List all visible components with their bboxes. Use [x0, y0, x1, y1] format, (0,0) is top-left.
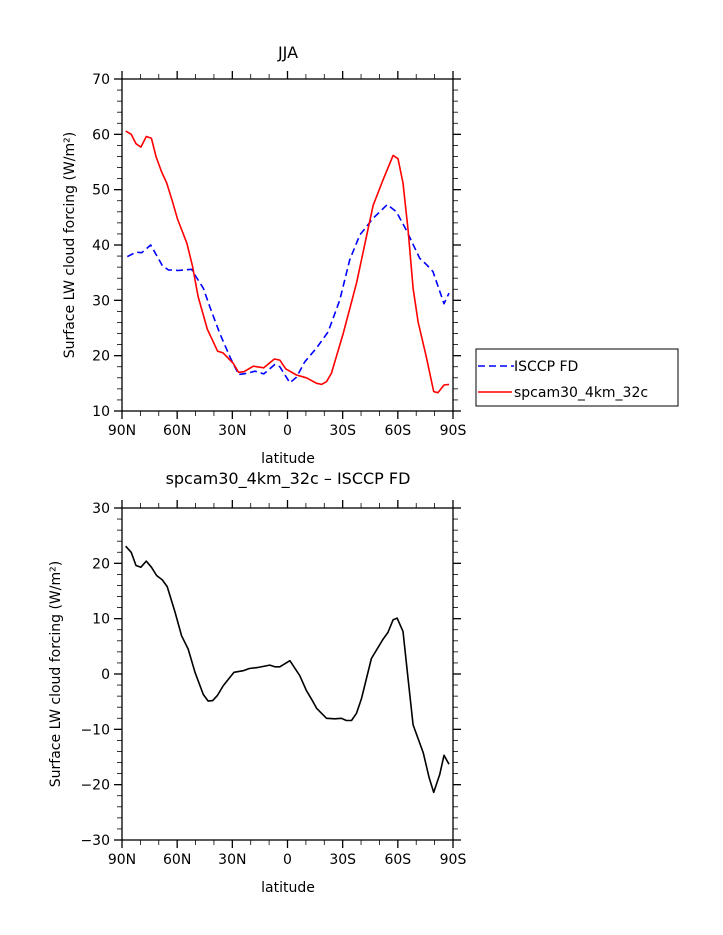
y-tick-label: 40: [92, 238, 110, 254]
y-tick-label: 20: [92, 349, 110, 365]
x-tick-label: 90S: [440, 423, 467, 439]
x-tick-label: 0: [283, 852, 292, 868]
y-tick-label: −20: [80, 778, 110, 794]
y-tick-label: −10: [80, 722, 110, 738]
chart-title: JJA: [277, 43, 298, 62]
chart-title: spcam30_4km_32c – ISCCP FD: [166, 469, 411, 489]
y-axis-title: Surface LW cloud forcing (W/m²): [62, 132, 78, 358]
x-tick-label: 30N: [218, 852, 246, 868]
bottom-panel-difference: spcam30_4km_32c – ISCCP FD latitude Surf…: [48, 469, 466, 896]
x-tick-label: 60S: [384, 423, 411, 439]
x-tick-label: 90N: [108, 852, 136, 868]
plot-frame: [121, 78, 454, 412]
x-axis-title: latitude: [261, 880, 315, 896]
y-tick-label: 50: [92, 183, 110, 199]
top-panel-jja: JJA latitude Surface LW cloud forcing (W…: [62, 43, 466, 467]
y-tick-label: 10: [92, 404, 110, 420]
y-tick-label: 30: [92, 501, 110, 517]
series-line-difference: [125, 545, 450, 794]
series-line-isccp-fd: [126, 203, 450, 384]
x-tick-label: 30N: [218, 423, 246, 439]
x-tick-label: 90N: [108, 423, 136, 439]
x-tick-label: 30S: [329, 852, 356, 868]
x-tick-label: 30S: [329, 423, 356, 439]
x-tick-label: 90S: [440, 852, 467, 868]
y-tick-label: −30: [80, 833, 110, 849]
x-tick-label: 60N: [163, 423, 191, 439]
plot-frame: [121, 507, 454, 841]
y-tick-label: 20: [92, 556, 110, 572]
legend-label-spcam: spcam30_4km_32c: [514, 385, 648, 401]
x-tick-label: 60N: [163, 852, 191, 868]
legend-label-isccp-fd: ISCCP FD: [514, 359, 578, 375]
y-axis-title: Surface LW cloud forcing (W/m²): [48, 561, 64, 787]
y-tick-label: 60: [92, 127, 110, 143]
y-tick-label: 70: [92, 72, 110, 88]
y-tick-label: 30: [92, 293, 110, 309]
legend-box: [475, 348, 679, 407]
series-line-spcam30-4km-32c: [125, 130, 450, 394]
x-tick-label: 0: [283, 423, 292, 439]
x-axis-title: latitude: [261, 451, 315, 467]
y-tick-label: 10: [92, 612, 110, 628]
legend: ISCCP FD spcam30_4km_32c: [475, 348, 679, 407]
y-tick-label: 0: [101, 667, 110, 683]
x-tick-label: 60S: [384, 852, 411, 868]
